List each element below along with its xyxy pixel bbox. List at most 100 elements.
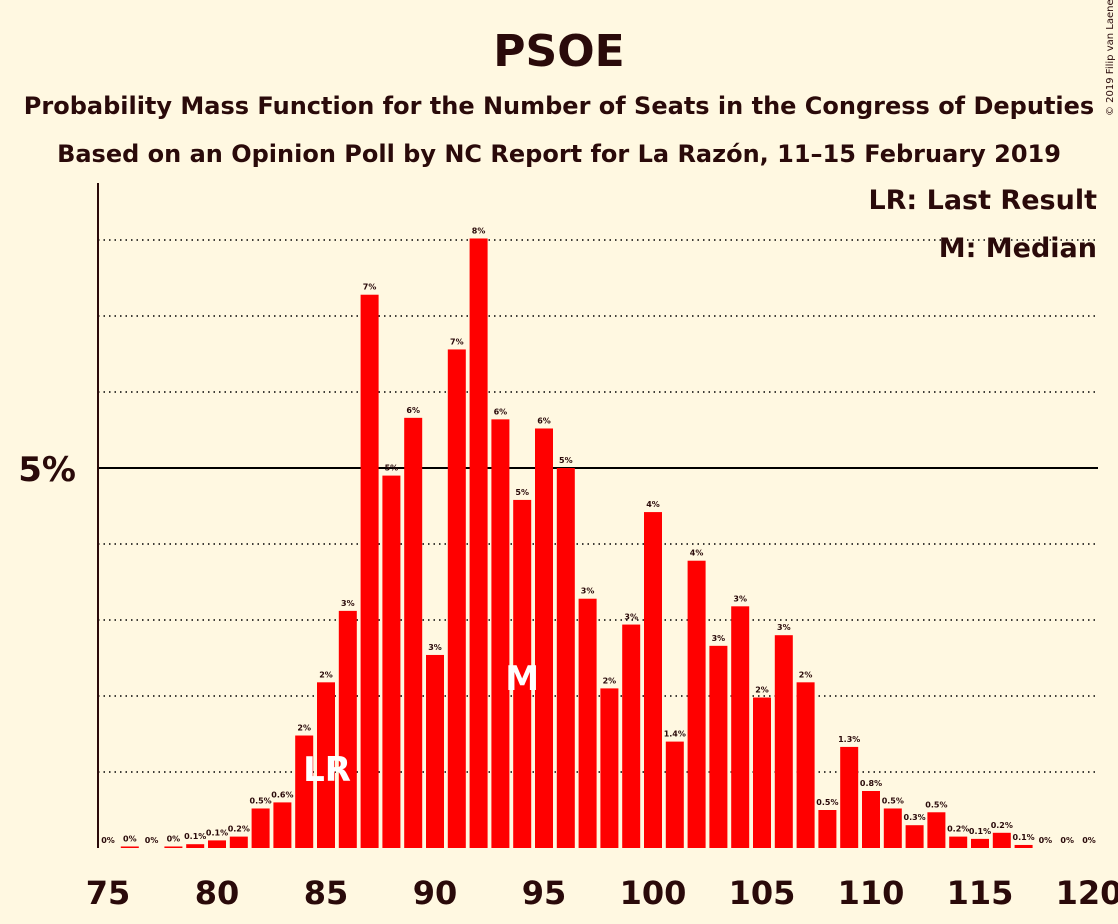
bar-seat-105 — [753, 697, 771, 848]
bar-seat-82 — [251, 808, 270, 848]
bar-label-seat-86: 3% — [341, 599, 355, 608]
bar-seat-110 — [862, 791, 880, 848]
bar-label-seat-76: 0% — [123, 834, 137, 843]
bar-seat-83 — [273, 802, 292, 848]
bar-seat-93 — [491, 419, 510, 848]
legend-last-result: LR: Last Result — [868, 185, 1097, 216]
bar-label-seat-82: 0.5% — [250, 796, 272, 805]
x-tick-80: 80 — [195, 874, 240, 912]
bar-seat-109 — [840, 746, 859, 848]
bar-seat-98 — [600, 688, 619, 848]
bar-label-seat-78: 0% — [167, 834, 181, 843]
bar-seat-91 — [447, 349, 466, 848]
bar-label-seat-120: 0% — [1082, 836, 1096, 845]
bar-seat-81 — [229, 836, 248, 848]
x-tick-90: 90 — [413, 874, 458, 912]
bar-label-seat-84: 2% — [297, 724, 311, 733]
bar-label-seat-102: 4% — [690, 549, 704, 558]
bar-seat-103 — [709, 645, 728, 848]
bar-seat-106 — [774, 635, 793, 848]
bar-seat-85 — [317, 682, 335, 848]
y-tick-5-percent: 5% — [18, 450, 76, 490]
bar-seat-117 — [1014, 844, 1033, 848]
bar-label-seat-97: 3% — [581, 587, 595, 596]
bar-label-seat-100: 4% — [646, 500, 660, 509]
chart-title: PSOE — [493, 26, 624, 77]
bar-seat-90 — [426, 654, 444, 848]
bar-label-seat-85: 2% — [319, 670, 333, 679]
bar-seat-107 — [796, 682, 815, 848]
bar-label-seat-115: 0.1% — [969, 827, 991, 836]
x-tick-85: 85 — [304, 874, 349, 912]
x-tick-100: 100 — [620, 874, 687, 912]
bar-label-seat-87: 7% — [363, 283, 377, 292]
bar-label-seat-91: 7% — [450, 337, 464, 346]
bar-label-seat-94: 5% — [515, 488, 529, 497]
bar-label-seat-93: 6% — [494, 407, 508, 416]
bar-label-seat-92: 8% — [472, 226, 486, 235]
bar-label-seat-108: 0.5% — [816, 798, 838, 807]
bar-label-seat-98: 2% — [603, 676, 617, 685]
bar-seat-76 — [120, 846, 139, 848]
x-tick-115: 115 — [947, 874, 1014, 912]
bar-label-seat-103: 3% — [712, 634, 726, 643]
bar-seat-97 — [578, 598, 597, 848]
bar-label-seat-75: 0% — [101, 836, 115, 845]
bar-seat-112 — [905, 825, 924, 848]
bar-label-seat-106: 3% — [777, 623, 791, 632]
chart-subtitle: Probability Mass Function for the Number… — [24, 92, 1094, 120]
x-tick-110: 110 — [838, 874, 905, 912]
bar-label-seat-95: 6% — [537, 416, 551, 425]
bar-label-seat-118: 0% — [1039, 836, 1053, 845]
x-tick-120: 120 — [1056, 874, 1118, 912]
copyright-text: © 2019 Filip van Laenen — [1105, 0, 1116, 116]
bar-label-seat-88: 5% — [385, 464, 399, 473]
bar-label-seat-107: 2% — [799, 670, 813, 679]
bar-seat-115 — [971, 838, 989, 848]
bar-label-seat-110: 0.8% — [860, 779, 882, 788]
bar-label-seat-114: 0.2% — [947, 825, 969, 834]
bar-label-seat-83: 0.6% — [271, 790, 293, 799]
bar-label-seat-104: 3% — [733, 594, 747, 603]
chart-subtitle-source: Based on an Opinion Poll by NC Report fo… — [57, 140, 1061, 168]
bar-label-seat-96: 5% — [559, 456, 573, 465]
bar-label-seat-81: 0.2% — [228, 825, 250, 834]
x-tick-105: 105 — [729, 874, 796, 912]
bar-seat-113 — [927, 812, 946, 848]
last-result-marker: LR — [303, 750, 351, 790]
bar-label-seat-90: 3% — [428, 643, 442, 652]
bar-label-seat-79: 0.1% — [184, 832, 206, 841]
bar-seat-96 — [556, 468, 575, 848]
x-tick-95: 95 — [522, 874, 567, 912]
bar-label-seat-117: 0.1% — [1013, 833, 1035, 842]
bar-seat-88 — [382, 475, 401, 848]
bar-label-seat-111: 0.5% — [882, 796, 904, 805]
bar-label-seat-101: 1.4% — [664, 730, 686, 739]
bar-label-seat-99: 3% — [624, 613, 638, 622]
bar-seat-108 — [818, 810, 837, 848]
bar-label-seat-77: 0% — [145, 836, 159, 845]
markers: LR M — [303, 659, 539, 790]
bars — [120, 238, 1033, 849]
grid-lines — [98, 239, 1098, 773]
bar-label-seat-109: 1.3% — [838, 735, 860, 744]
bar-label-seat-119: 0% — [1060, 836, 1074, 845]
x-axis-ticks: 75 80 85 90 95 100 105 110 115 120 — [86, 874, 1118, 912]
bar-seat-79 — [186, 844, 205, 848]
bar-seat-99 — [622, 624, 641, 848]
bar-seat-87 — [360, 294, 379, 849]
bar-seat-100 — [644, 512, 662, 848]
bar-seat-102 — [687, 560, 706, 848]
legend-median: M: Median — [939, 233, 1097, 264]
bar-seat-89 — [404, 417, 423, 848]
bar-label-seat-116: 0.2% — [991, 821, 1013, 830]
x-tick-75: 75 — [86, 874, 131, 912]
bar-seat-86 — [338, 610, 357, 848]
bar-seat-104 — [731, 606, 750, 848]
median-marker: M — [505, 659, 539, 699]
bar-label-seat-80: 0.1% — [206, 828, 228, 837]
bar-seat-84 — [295, 735, 314, 848]
bar-seat-80 — [208, 840, 226, 848]
bar-seat-116 — [992, 832, 1011, 848]
